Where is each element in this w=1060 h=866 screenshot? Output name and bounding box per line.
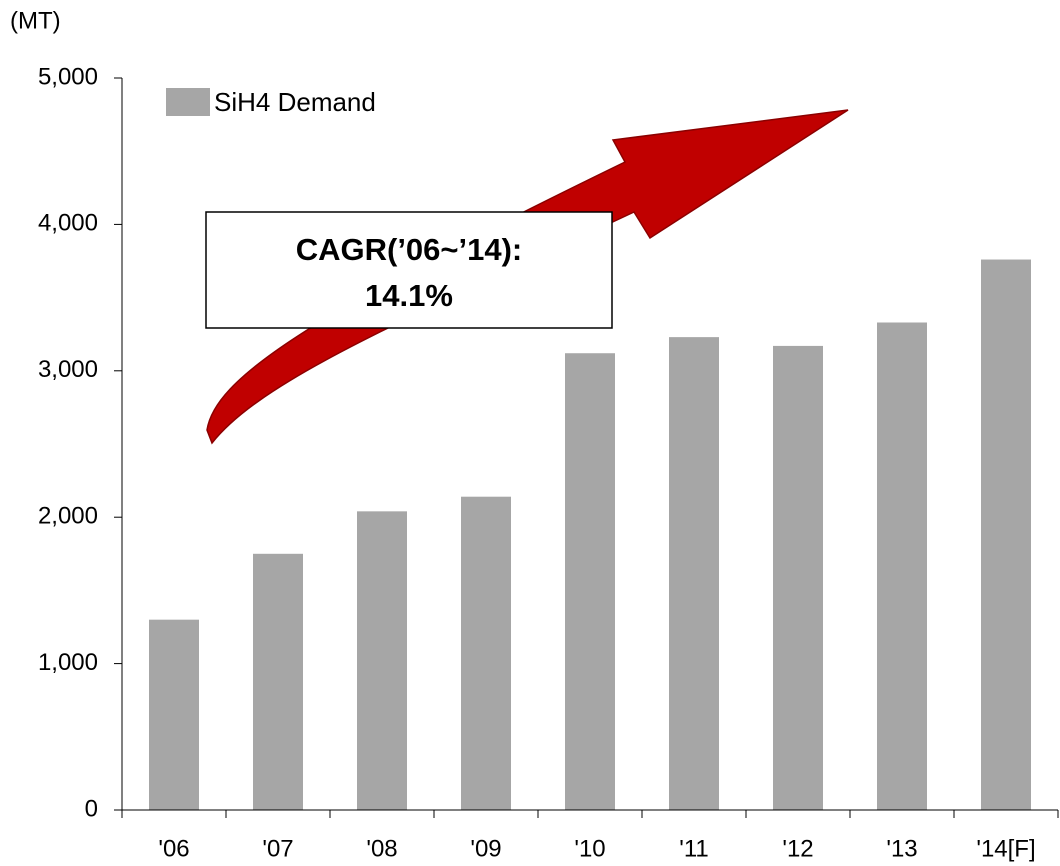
y-tick-label: 2,000 (38, 503, 98, 530)
x-tick-label: '06 (158, 835, 189, 862)
y-tick-label: 0 (85, 795, 98, 822)
x-tick-label: '10 (574, 835, 605, 862)
bar (461, 496, 511, 810)
bar (253, 553, 303, 810)
x-tick-label: '07 (262, 835, 293, 862)
annotation-line: 14.1% (365, 278, 453, 313)
x-tick-label: '09 (470, 835, 501, 862)
bar (773, 345, 823, 810)
growth-arrow (206, 109, 849, 445)
x-tick-label: '11 (679, 835, 709, 862)
annotation-box (205, 211, 613, 329)
legend-swatch (166, 88, 210, 116)
y-tick-label: 1,000 (38, 649, 98, 676)
bar (877, 322, 927, 810)
y-axis-label: (MT) (10, 7, 61, 34)
bar (149, 619, 199, 810)
y-tick-label: 5,000 (38, 63, 98, 90)
y-tick-label: 4,000 (38, 210, 98, 237)
x-tick-label: '14[F] (976, 835, 1035, 862)
x-tick-label: '08 (366, 835, 397, 862)
bar (565, 353, 615, 810)
bar (981, 259, 1031, 810)
annotation-line: CAGR(’06~’14): (296, 232, 523, 267)
bar (357, 511, 407, 810)
y-tick-label: 3,000 (38, 356, 98, 383)
bar (669, 337, 719, 810)
x-tick-label: '13 (886, 835, 917, 862)
x-tick-label: '12 (782, 835, 813, 862)
legend-label: SiH4 Demand (214, 87, 376, 117)
